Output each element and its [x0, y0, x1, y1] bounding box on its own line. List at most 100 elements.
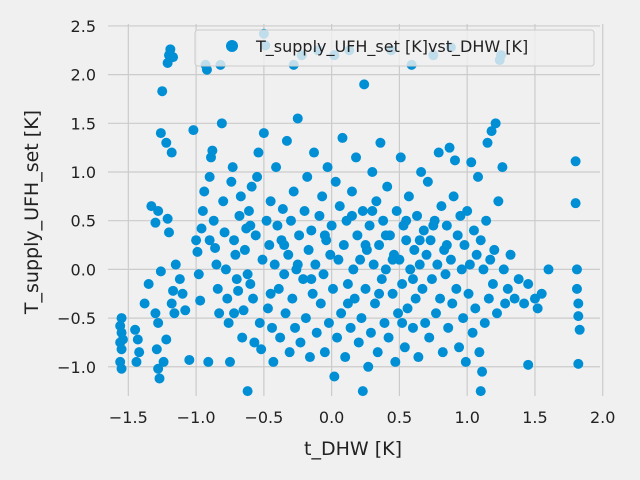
- data-point: [210, 242, 221, 253]
- data-point: [505, 249, 516, 260]
- data-point: [536, 288, 547, 299]
- x-tick-label: −1.5: [109, 408, 148, 427]
- data-point: [405, 264, 416, 275]
- data-point: [214, 308, 225, 319]
- data-point: [421, 249, 432, 260]
- data-point: [371, 196, 382, 207]
- data-point: [303, 244, 314, 255]
- data-point: [378, 215, 389, 226]
- y-tick-label: 2.0: [71, 66, 96, 85]
- data-point: [323, 317, 334, 328]
- data-point: [414, 235, 425, 246]
- data-point: [311, 327, 322, 338]
- data-point: [169, 308, 180, 319]
- data-point: [285, 215, 296, 226]
- data-point: [248, 293, 259, 304]
- data-point: [193, 269, 204, 280]
- data-point: [155, 128, 166, 139]
- data-point: [436, 201, 447, 212]
- data-point: [403, 191, 414, 202]
- data-point: [277, 204, 288, 215]
- data-point: [162, 213, 173, 224]
- data-point: [166, 147, 177, 158]
- data-point: [352, 230, 363, 241]
- data-point: [330, 176, 341, 187]
- x-tick-label: 1.5: [522, 408, 547, 427]
- data-point: [454, 342, 465, 353]
- data-point: [318, 269, 329, 280]
- data-point: [497, 162, 508, 173]
- data-point: [407, 322, 418, 333]
- data-point: [460, 356, 471, 367]
- data-point: [374, 288, 385, 299]
- x-tick-label: 2.0: [590, 408, 615, 427]
- data-point: [368, 259, 379, 270]
- data-point: [150, 308, 161, 319]
- x-tick-label: 0.5: [387, 408, 412, 427]
- data-point: [402, 303, 413, 314]
- data-point: [433, 147, 444, 158]
- data-point: [153, 363, 164, 374]
- data-point: [401, 215, 412, 226]
- data-point: [425, 235, 436, 246]
- data-point: [132, 334, 143, 345]
- data-point: [380, 264, 391, 275]
- data-point: [357, 386, 368, 397]
- data-point: [418, 225, 429, 236]
- data-point: [203, 356, 214, 367]
- data-point: [489, 244, 500, 255]
- data-point: [201, 64, 212, 75]
- data-point: [376, 274, 387, 285]
- data-point: [356, 313, 367, 324]
- data-point: [269, 259, 280, 270]
- legend: T_supply_UFH_set [K]vst_DHW [K]: [194, 29, 595, 67]
- data-point: [459, 240, 470, 251]
- data-point: [223, 317, 234, 328]
- data-point: [513, 274, 524, 285]
- data-point: [279, 269, 290, 280]
- data-point: [131, 356, 142, 367]
- data-point: [298, 274, 309, 285]
- data-point: [130, 324, 141, 335]
- data-point: [242, 386, 253, 397]
- data-point: [475, 235, 486, 246]
- data-point: [333, 254, 344, 265]
- data-point: [299, 205, 310, 216]
- data-point: [196, 223, 207, 234]
- data-point: [304, 352, 315, 363]
- data-point: [283, 249, 294, 260]
- data-point: [271, 162, 282, 173]
- data-point: [281, 135, 292, 146]
- data-point: [116, 363, 127, 374]
- data-point: [151, 344, 162, 355]
- data-point: [359, 79, 370, 90]
- data-point: [222, 293, 233, 304]
- data-point: [523, 279, 534, 290]
- data-point: [390, 356, 401, 367]
- data-point: [265, 196, 276, 207]
- data-point: [481, 215, 492, 226]
- data-point: [393, 308, 404, 319]
- x-axis-label: t_DHW [K]: [304, 438, 402, 460]
- data-point: [479, 317, 490, 328]
- data-point: [231, 274, 242, 285]
- data-point: [543, 264, 554, 275]
- data-point: [493, 196, 504, 207]
- data-point: [234, 210, 245, 221]
- data-point: [279, 240, 290, 251]
- data-point: [486, 126, 497, 137]
- data-point: [397, 279, 408, 290]
- y-tick-label: 2.5: [71, 17, 96, 36]
- data-point: [116, 313, 127, 324]
- data-point: [475, 386, 486, 397]
- data-point: [163, 227, 174, 238]
- y-tick-label: −0.5: [57, 309, 96, 328]
- data-point: [309, 147, 320, 158]
- data-point: [383, 332, 394, 343]
- data-point: [246, 181, 257, 192]
- legend-marker: [226, 40, 238, 52]
- data-point: [432, 259, 443, 270]
- data-point: [292, 259, 303, 270]
- x-tick-label: 0.0: [319, 408, 344, 427]
- data-point: [245, 220, 256, 231]
